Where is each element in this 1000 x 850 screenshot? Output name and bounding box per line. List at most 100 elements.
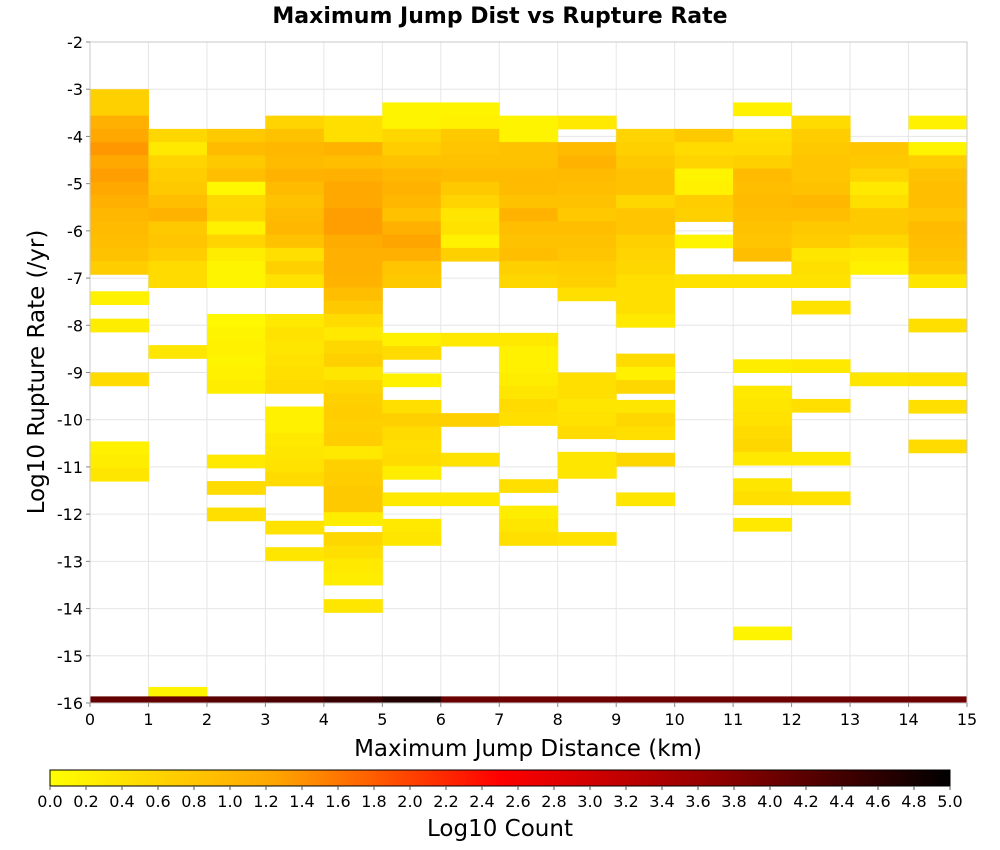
heatmap-cell xyxy=(382,413,442,427)
heatmap-cell xyxy=(323,419,383,434)
colorbar-tick-label: 1.4 xyxy=(289,792,314,811)
colorbar-tick-label: 1.2 xyxy=(253,792,278,811)
heatmap-cell xyxy=(908,208,968,222)
heatmap-cell xyxy=(440,332,500,347)
heatmap-cell xyxy=(323,571,383,586)
heatmap-cell xyxy=(440,234,500,249)
heatmap-cell xyxy=(323,274,383,289)
colorbar-tick-label: 3.2 xyxy=(613,792,638,811)
heatmap-cell xyxy=(616,208,676,222)
heatmap-cell xyxy=(206,340,266,355)
heatmap-cell xyxy=(499,234,559,249)
heatmap-base-cell xyxy=(557,696,617,703)
heatmap-cell xyxy=(499,155,559,170)
heatmap-cell xyxy=(382,208,442,222)
x-tick-label: 1 xyxy=(143,710,153,729)
heatmap-cell xyxy=(90,372,149,387)
heatmap-cell xyxy=(265,194,325,209)
heatmap-cell xyxy=(499,385,559,400)
heatmap-cell xyxy=(382,532,442,546)
heatmap-cell xyxy=(440,142,500,156)
heatmap-cell xyxy=(908,194,968,209)
colorbar-tick-label: 5.0 xyxy=(937,792,962,811)
heatmap-cell xyxy=(206,128,266,143)
heatmap-cell xyxy=(791,491,851,506)
heatmap-cell xyxy=(850,142,910,156)
heatmap-cell xyxy=(616,313,676,328)
heatmap-cell xyxy=(499,412,559,426)
heatmap-cell xyxy=(499,398,559,413)
heatmap-cell xyxy=(323,327,383,341)
heatmap-cell xyxy=(265,327,325,341)
x-tick-label: 7 xyxy=(494,710,504,729)
heatmap-cell xyxy=(616,234,676,249)
heatmap-cell xyxy=(206,181,266,196)
heatmap-cell xyxy=(382,234,442,249)
heatmap-cell xyxy=(616,261,676,275)
heatmap-cell xyxy=(616,142,676,156)
heatmap-cell xyxy=(382,439,442,454)
heatmap-cell xyxy=(674,208,734,222)
heatmap-cell xyxy=(323,499,383,513)
heatmap-cell xyxy=(382,247,442,262)
heatmap-cell xyxy=(850,181,910,196)
heatmap-cell xyxy=(265,274,325,289)
heatmap-cell xyxy=(90,155,149,170)
heatmap-cell xyxy=(440,128,500,143)
heatmap-cell xyxy=(499,261,559,275)
x-tick-label: 0 xyxy=(85,710,95,729)
heatmap-cell xyxy=(499,221,559,236)
y-tick-label: -15 xyxy=(57,647,83,666)
heatmap-base-cell xyxy=(265,696,325,703)
heatmap-cell xyxy=(148,208,208,222)
colorbar-title: Log10 Count xyxy=(427,816,573,842)
heatmap-cell xyxy=(908,221,968,236)
heatmap-cell xyxy=(908,155,968,170)
heatmap-cell xyxy=(90,89,149,103)
heatmap-cell xyxy=(733,412,793,426)
heatmap-cell xyxy=(674,274,734,289)
heatmap-cell xyxy=(733,398,793,413)
chart-title: Maximum Jump Dist vs Rupture Rate xyxy=(272,4,727,29)
y-tick-label: -9 xyxy=(67,364,83,383)
heatmap-cell xyxy=(148,345,208,359)
heatmap-cell xyxy=(440,452,500,467)
heatmap-cell xyxy=(265,181,325,196)
heatmap-base-cell xyxy=(440,696,500,703)
heatmap-cell xyxy=(90,441,149,456)
heatmap-cell xyxy=(323,366,383,381)
heatmap-cell xyxy=(557,115,617,130)
heatmap-base-cell xyxy=(674,696,734,703)
x-tick-label: 15 xyxy=(957,710,977,729)
heatmap-cell xyxy=(908,247,968,262)
heatmap-cell xyxy=(499,532,559,546)
heatmap-cell xyxy=(382,399,442,414)
heatmap-cell xyxy=(323,599,383,613)
heatmap-cell xyxy=(733,194,793,209)
heatmap-cell xyxy=(265,380,325,394)
heatmap-cell xyxy=(382,168,442,183)
heatmap-cell xyxy=(265,155,325,170)
heatmap-cell xyxy=(733,168,793,183)
heatmap-cell xyxy=(323,168,383,183)
heatmap-cell xyxy=(557,465,617,479)
heatmap-cell xyxy=(323,208,383,222)
y-tick-label: -11 xyxy=(57,458,83,477)
heatmap-cell xyxy=(148,261,208,275)
heatmap-cell xyxy=(616,274,676,289)
heatmap-cell xyxy=(206,327,266,341)
heatmap-cell xyxy=(616,168,676,183)
heatmap-cell xyxy=(382,102,442,117)
heatmap-cell xyxy=(674,142,734,156)
heatmap-cell xyxy=(323,340,383,355)
x-tick-label: 11 xyxy=(723,710,743,729)
heatmap-cell xyxy=(382,373,442,388)
heatmap-cell xyxy=(90,142,149,156)
heatmap-cell xyxy=(265,313,325,328)
heatmap-cell xyxy=(557,208,617,222)
heatmap-cell xyxy=(557,247,617,262)
heatmap-cell xyxy=(557,372,617,387)
heatmap-cell xyxy=(206,221,266,236)
colorbar-ticks: 0.0 0.2 0.4 0.6 0.8 1.0 1.2 1.4 1.6 1.8 2.0 2.2 2.4 2… xyxy=(37,786,963,811)
heatmap-cell xyxy=(616,194,676,209)
